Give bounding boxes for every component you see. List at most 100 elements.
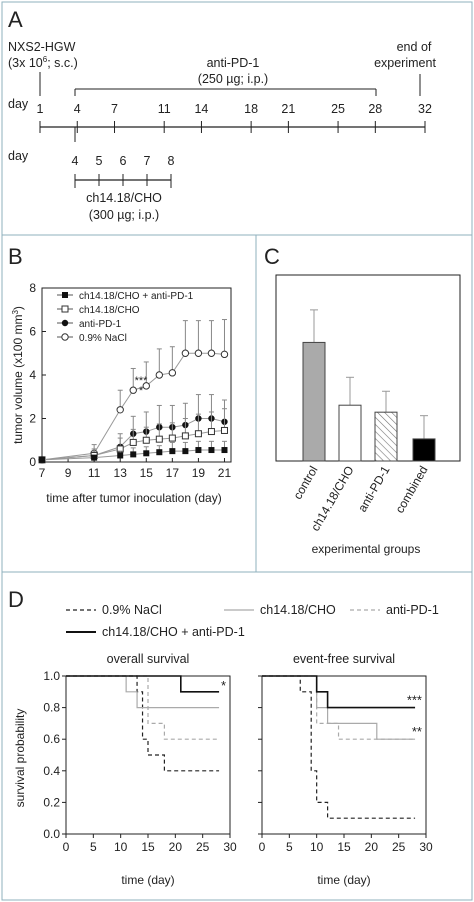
x-tick-label: 30 xyxy=(223,840,237,854)
data-point xyxy=(91,454,98,461)
legend-label: ch14.18/CHO + anti-PD-1 xyxy=(79,291,194,302)
ch-day-tick-label: 5 xyxy=(96,154,103,168)
x-tick-label: 15 xyxy=(337,840,351,854)
data-point xyxy=(181,432,189,440)
panel-b-xlabel: time after tumor inoculation (day) xyxy=(46,491,221,505)
data-point xyxy=(168,369,177,377)
ch-day-tick-label: 6 xyxy=(120,154,127,168)
legend-label: ch14.18/CHO xyxy=(260,603,336,617)
panel-d-label: D xyxy=(8,587,24,612)
data-point xyxy=(208,447,215,454)
panel-b-frame xyxy=(1,234,257,573)
y-tick-label: 0.6 xyxy=(43,732,60,746)
data-point xyxy=(142,436,150,444)
survival-curve xyxy=(262,675,416,819)
x-tick-label: 0 xyxy=(259,840,266,854)
plot-title: overall survival xyxy=(107,652,190,666)
y-tick-label: 1.0 xyxy=(43,669,60,683)
y-tick-label: 0.2 xyxy=(43,795,60,809)
x-tick-label: 17 xyxy=(166,466,180,480)
data-point xyxy=(129,438,137,446)
bar xyxy=(412,438,436,462)
x-tick-label: 20 xyxy=(365,840,379,854)
data-point xyxy=(143,450,150,457)
data-point xyxy=(155,435,163,443)
data-point xyxy=(169,448,176,455)
legend-label: ch14.18/CHO xyxy=(79,305,140,316)
survival-curve xyxy=(66,675,220,693)
data-point xyxy=(194,349,203,357)
nxs2-dose: (3x 106; s.c.) xyxy=(8,55,78,70)
nxs2-title: NXS2-HGW xyxy=(8,40,76,54)
series-0 xyxy=(39,440,228,463)
legend-marker xyxy=(61,319,69,327)
panel-d-legend: 0.9% NaCl ch14.18/CHO anti-PD-1 ch14.18/CHO… xyxy=(66,603,439,639)
day-tick-label: 1 xyxy=(37,102,44,116)
survival-curve xyxy=(66,675,220,740)
ch-day-tick-label: 7 xyxy=(144,154,151,168)
panel-a-frame xyxy=(1,1,473,236)
y-tick-label: 0.8 xyxy=(43,701,60,715)
data-point xyxy=(221,447,228,454)
day-tick-label: 14 xyxy=(194,102,208,116)
y-tick-label: 8 xyxy=(29,281,36,295)
main-day-ticks: 1 4 7 11 14 18 21 25 28 32 xyxy=(37,102,432,133)
data-point xyxy=(182,448,189,455)
plot-frame xyxy=(261,675,427,835)
legend-label: 0.9% NaCl xyxy=(79,333,127,344)
bar xyxy=(374,411,398,462)
panel-a-label: A xyxy=(8,7,23,32)
antipd1-title: anti-PD-1 xyxy=(207,56,260,70)
data-point xyxy=(156,449,163,456)
sig-single: * xyxy=(139,385,144,397)
legend-marker xyxy=(62,292,68,298)
panel-d: D 0.9% NaCl ch14.18/CHO anti-PD-1 ch14.18/C… xyxy=(8,587,439,887)
panel-b-legend: ch14.18/CHO + anti-PD-1 ch14.18/CHO anti-P… xyxy=(57,291,194,344)
panel-c-frame xyxy=(255,234,473,573)
x-tick-label: 30 xyxy=(419,840,433,854)
category-label: combined xyxy=(392,464,430,516)
day-tick-label: 28 xyxy=(368,102,382,116)
experiment-label: experiment xyxy=(374,56,436,70)
x-tick-label: 7 xyxy=(39,466,46,480)
survival-curve xyxy=(262,675,416,709)
panel-a: A NXS2-HGW (3x 106; s.c.) anti-PD-1 (250… xyxy=(8,7,436,222)
panel-b: B 0 2 4 6 8 7 9 11 13 15 17 19 21 ch14.18/CHO + anti… xyxy=(8,244,232,505)
category-label: anti-PD-1 xyxy=(355,463,393,514)
data-point xyxy=(129,386,137,394)
ch-title: ch14.18/CHO xyxy=(86,191,162,205)
data-point xyxy=(39,456,45,463)
y-tick-label: 0 xyxy=(29,455,36,469)
x-tick-label: 11 xyxy=(88,466,101,480)
y-tick-label: 6 xyxy=(29,325,36,339)
data-point xyxy=(155,371,164,379)
ch-dose: (300 µg; i.p.) xyxy=(89,208,159,222)
y-tick-label: 2 xyxy=(29,412,36,426)
x-tick-label: 20 xyxy=(169,840,183,854)
significance-label: *** xyxy=(407,693,422,708)
panel-b-label: B xyxy=(8,244,23,269)
x-tick-label: 10 xyxy=(114,840,128,854)
ch-day-tick-label: 4 xyxy=(72,154,79,168)
sig-triple: *** xyxy=(135,375,149,387)
day-tick-label: 11 xyxy=(158,102,171,116)
category-label: control xyxy=(290,464,320,502)
data-point xyxy=(181,349,190,357)
x-tick-label: 19 xyxy=(192,466,206,480)
legend-label: anti-PD-1 xyxy=(79,319,122,330)
legend-label: 0.9% NaCl xyxy=(102,603,162,617)
overall-survival-plot: overall survival 0.0 0.2 0.4 0.6 0.8 1.0 0 5 10 15… xyxy=(43,652,237,854)
data-point xyxy=(220,350,229,359)
legend-label: anti-PD-1 xyxy=(386,603,439,617)
panel-c-xlabel: experimental groups xyxy=(312,542,421,556)
day-tick-label: 32 xyxy=(418,102,432,116)
day-tick-label: 7 xyxy=(111,102,118,116)
day-tick-label: 25 xyxy=(331,102,345,116)
data-point xyxy=(195,447,202,454)
ch-day-tick-label: 8 xyxy=(168,154,175,168)
data-point xyxy=(142,382,150,390)
panel-d-ylabel: survival probability xyxy=(13,709,27,808)
